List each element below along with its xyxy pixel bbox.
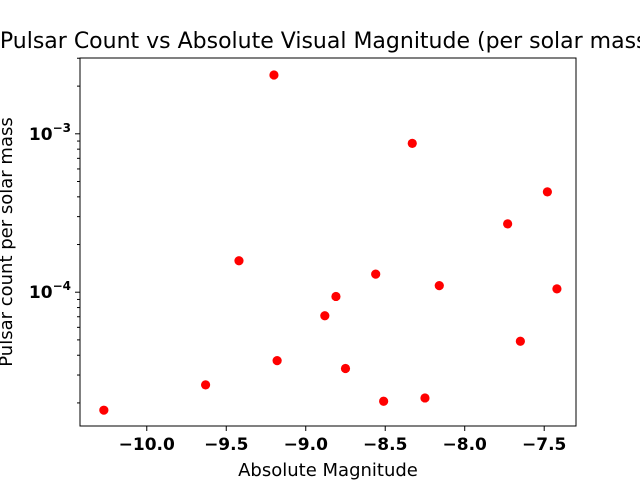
y-tick-label: 10−4 — [29, 279, 71, 303]
data-point — [234, 256, 244, 266]
data-point — [379, 396, 389, 406]
data-point — [272, 356, 282, 366]
y-tick-label: 10−3 — [29, 121, 71, 145]
y-tick-base: 10 — [29, 125, 53, 145]
x-axis-label: Absolute Magnitude — [238, 460, 418, 480]
data-point — [407, 138, 417, 148]
y-tick-base: 10 — [29, 283, 53, 303]
y-axis-ticks: 10−410−3 — [29, 121, 80, 303]
x-tick-label: −7.5 — [522, 435, 566, 455]
data-point — [99, 405, 109, 415]
x-tick-label: −8.5 — [363, 435, 407, 455]
data-point — [515, 336, 525, 346]
data-point — [434, 281, 444, 291]
data-point — [200, 380, 211, 390]
x-tick-label: −9.5 — [204, 435, 248, 455]
plot-frame — [79, 57, 577, 427]
x-tick-label: −10.0 — [119, 435, 175, 455]
x-tick-label: −9.0 — [284, 435, 329, 455]
data-point — [371, 269, 381, 279]
data-point — [552, 284, 562, 294]
y-axis-label: Pulsar count per solar mass — [0, 117, 17, 366]
data-points — [99, 70, 562, 415]
x-tick-label: −8.0 — [443, 435, 488, 455]
x-axis-ticks: −10.0 −9.5 −9.0 −8.5 −8.0 −7.5 — [119, 426, 566, 455]
data-point — [331, 291, 341, 302]
data-point — [340, 363, 351, 374]
y-tick-exponent: −4 — [53, 279, 71, 293]
data-point — [542, 187, 552, 197]
y-tick-exponent: −3 — [53, 121, 71, 135]
chart-title: Pulsar Count vs Absolute Visual Magnitud… — [0, 29, 640, 54]
data-point — [420, 393, 430, 403]
data-point — [320, 311, 330, 321]
plot-area: −10.0 −9.5 −9.0 −8.5 −8.0 −7.5 10−410−3 — [29, 57, 577, 455]
data-point — [269, 70, 279, 80]
data-point — [503, 219, 513, 229]
